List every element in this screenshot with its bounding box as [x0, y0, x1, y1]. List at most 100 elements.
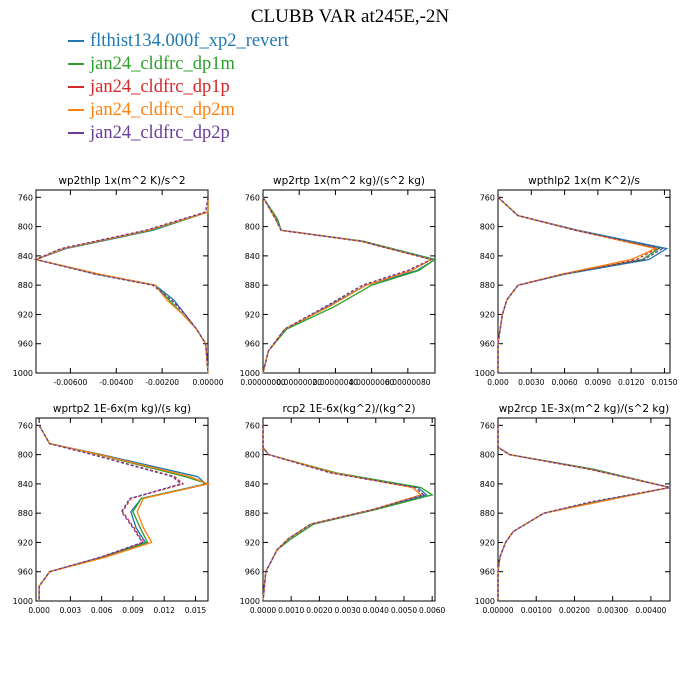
x-tick-label: 0.0000 [250, 606, 276, 615]
legend-item: flthist134.000f_xp2_revert [68, 30, 289, 53]
x-tick-label: 0.00100 [521, 606, 552, 615]
series-line [262, 196, 437, 374]
y-tick-label: 920 [245, 310, 260, 319]
y-tick-label: 880 [18, 509, 33, 518]
legend-swatch [68, 39, 84, 42]
legend-item: jan24_cldfrc_dp2m [68, 99, 289, 122]
series-line [262, 196, 437, 374]
x-tick-label: 0.00000 [192, 378, 223, 387]
x-tick-label: 0.003 [60, 606, 82, 615]
plot-frame [262, 417, 436, 602]
y-tick-label: 840 [480, 252, 495, 261]
x-tick-label: 0.0030 [334, 606, 360, 615]
series-line [497, 196, 664, 373]
series-line [262, 425, 426, 602]
legend-label: flthist134.000f_xp2_revert [90, 31, 289, 51]
x-tick-label: 0.0020 [306, 606, 332, 615]
legend-swatch [68, 131, 84, 134]
series-line [497, 425, 671, 601]
y-tick-label: 800 [480, 223, 495, 232]
plot-frame [497, 417, 671, 602]
series-line [38, 424, 211, 601]
y-tick-label: 840 [18, 480, 33, 489]
y-tick-label: 1000 [13, 369, 33, 378]
x-tick-label: 0.0010 [278, 606, 304, 615]
legend-item: jan24_cldfrc_dp1p [68, 76, 289, 99]
legend-label: jan24_cldfrc_dp2m [90, 100, 235, 120]
series-line [262, 425, 428, 602]
legend-item: jan24_cldfrc_dp2p [68, 122, 289, 145]
chart-title: wprtp2 1E-6x(m kg)/(s kg) [53, 403, 191, 415]
y-tick-label: 880 [245, 509, 260, 518]
series-line [262, 196, 434, 374]
chart-panel: rcp2 1E-6x(kg^2)/(kg^2) 760 800 840 880 920 96… [240, 403, 446, 615]
y-tick-label: 1000 [13, 597, 33, 606]
x-tick-label: -0.00400 [99, 378, 133, 387]
series-line [497, 196, 659, 373]
y-tick-label: 920 [245, 538, 260, 547]
y-tick-label: 760 [18, 421, 33, 430]
y-tick-label: 800 [245, 451, 260, 460]
y-tick-label: 920 [480, 538, 495, 547]
chart-title: wpthlp2 1x(m K^2)/s [528, 175, 640, 187]
series-line [497, 425, 671, 601]
x-tick-label: 0.00000020 [277, 378, 323, 387]
x-tick-label: 0.006 [91, 606, 113, 615]
y-tick-label: 880 [245, 281, 260, 290]
x-tick-label: 0.00000060 [349, 378, 395, 387]
series-line [33, 197, 209, 374]
chart-title: rcp2 1E-6x(kg^2)/(kg^2) [283, 403, 416, 415]
series-line [38, 424, 211, 601]
x-tick-label: 0.00200 [559, 606, 590, 615]
y-tick-label: 1000 [240, 369, 260, 378]
x-tick-label: 0.0030 [518, 378, 544, 387]
x-tick-label: 0.000 [28, 606, 50, 615]
legend-label: jan24_cldfrc_dp2p [90, 123, 230, 143]
page-title: CLUBB VAR at245E,-2N [250, 6, 450, 27]
y-tick-label: 920 [480, 310, 495, 319]
plot-frame [35, 189, 209, 374]
series-line [497, 196, 669, 373]
plot-frame [497, 189, 671, 374]
legend-swatch [68, 85, 84, 88]
series-line [33, 197, 209, 374]
series-line [497, 425, 671, 601]
chart-panel: wp2rcp 1E-3x(m^2 kg)/(s^2 kg) 760 800 840 88… [475, 403, 671, 615]
y-tick-label: 920 [18, 538, 33, 547]
series-line [262, 196, 434, 374]
x-tick-label: 0.00300 [597, 606, 628, 615]
y-tick-label: 960 [18, 340, 33, 349]
chart-panel: wp2rtp 1x(m^2 kg)/(s^2 kg) 760 800 840 880 92… [240, 175, 437, 387]
x-tick-label: 0.0060 [551, 378, 577, 387]
y-tick-label: 840 [18, 252, 33, 261]
y-tick-label: 840 [245, 252, 260, 261]
y-tick-label: 760 [245, 193, 260, 202]
series-line [33, 197, 209, 374]
x-tick-label: 0.0120 [618, 378, 644, 387]
x-tick-label: 0.0090 [585, 378, 611, 387]
plot-frame [262, 189, 436, 374]
legend-label: jan24_cldfrc_dp1p [90, 77, 230, 97]
chart-panel: wprtp2 1E-6x(m kg)/(s kg) 760 800 840 880 920… [13, 403, 211, 615]
x-tick-label: 0.00000000 [240, 378, 286, 387]
series-line [38, 424, 185, 601]
x-tick-label: 0.009 [122, 606, 144, 615]
x-tick-label: 0.00000080 [385, 378, 431, 387]
x-tick-label: 0.0040 [363, 606, 389, 615]
y-tick-label: 960 [18, 568, 33, 577]
y-tick-label: 800 [480, 451, 495, 460]
series-line [497, 425, 671, 601]
x-tick-label: 0.012 [153, 606, 175, 615]
y-tick-label: 800 [18, 451, 33, 460]
chart-title: wp2rcp 1E-3x(m^2 kg)/(s^2 kg) [499, 403, 670, 415]
series-line [262, 196, 434, 374]
chart-title: wp2rtp 1x(m^2 kg)/(s^2 kg) [273, 175, 425, 187]
y-tick-label: 960 [480, 568, 495, 577]
y-tick-label: 880 [480, 281, 495, 290]
x-tick-label: 0.0050 [391, 606, 417, 615]
y-tick-label: 880 [18, 281, 33, 290]
y-tick-label: 840 [480, 480, 495, 489]
x-tick-label: 0.000 [487, 378, 509, 387]
y-tick-label: 800 [18, 223, 33, 232]
y-tick-label: 1000 [475, 597, 495, 606]
